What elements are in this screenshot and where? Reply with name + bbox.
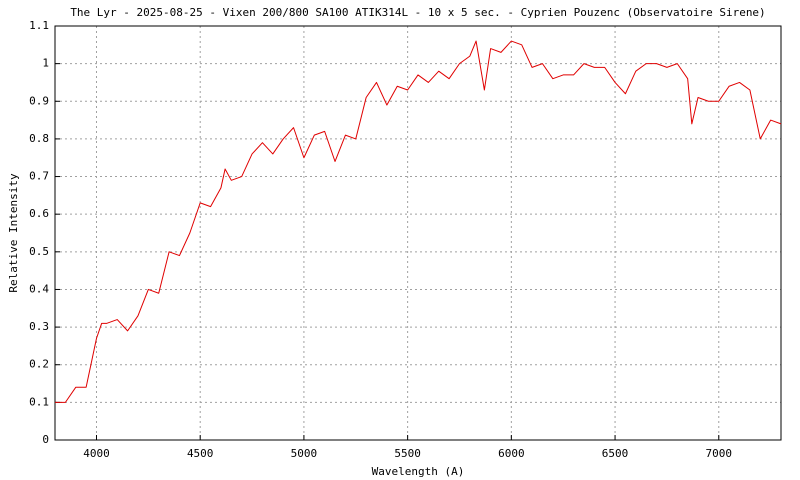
y-tick-label: 0.9 bbox=[29, 94, 49, 107]
y-tick-label: 0.5 bbox=[29, 245, 49, 258]
y-axis-label: Relative Intensity bbox=[7, 173, 20, 293]
x-tick-label: 5500 bbox=[394, 447, 421, 460]
spectrum-line bbox=[55, 40, 782, 403]
x-axis-label: Wavelength (A) bbox=[372, 465, 465, 478]
chart-title: The Lyr - 2025-08-25 - Vixen 200/800 SA1… bbox=[70, 6, 765, 19]
y-tick-label: 0.6 bbox=[29, 207, 49, 220]
x-tick-label: 6500 bbox=[602, 447, 629, 460]
x-tick-label: 4000 bbox=[83, 447, 110, 460]
y-tick-label: 0.3 bbox=[29, 320, 49, 333]
y-tick-label: 0.4 bbox=[29, 282, 49, 295]
x-tick-label: 6000 bbox=[498, 447, 525, 460]
plot-border bbox=[54, 25, 782, 441]
y-tick-label: 1 bbox=[42, 57, 49, 70]
y-tick-label: 0.8 bbox=[29, 132, 49, 145]
y-tick-label: 0.2 bbox=[29, 358, 49, 371]
x-tick-label: 4500 bbox=[187, 447, 214, 460]
x-tick-label: 7000 bbox=[706, 447, 733, 460]
x-tick-label: 5000 bbox=[291, 447, 318, 460]
y-tick-label: 0.1 bbox=[29, 395, 49, 408]
y-tick-label: 0.7 bbox=[29, 170, 49, 183]
y-tick-label: 1.1 bbox=[29, 19, 49, 32]
y-tick-label: 0 bbox=[42, 433, 49, 446]
